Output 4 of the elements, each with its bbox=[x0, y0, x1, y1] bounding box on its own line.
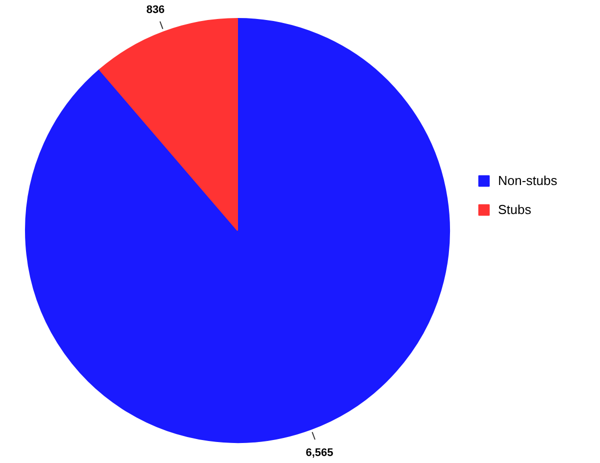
data-label: 836 bbox=[146, 4, 165, 16]
data-label: 6,565 bbox=[306, 446, 334, 459]
legend-label: Non-stubs bbox=[498, 173, 558, 188]
legend-label: Stubs bbox=[498, 202, 532, 217]
